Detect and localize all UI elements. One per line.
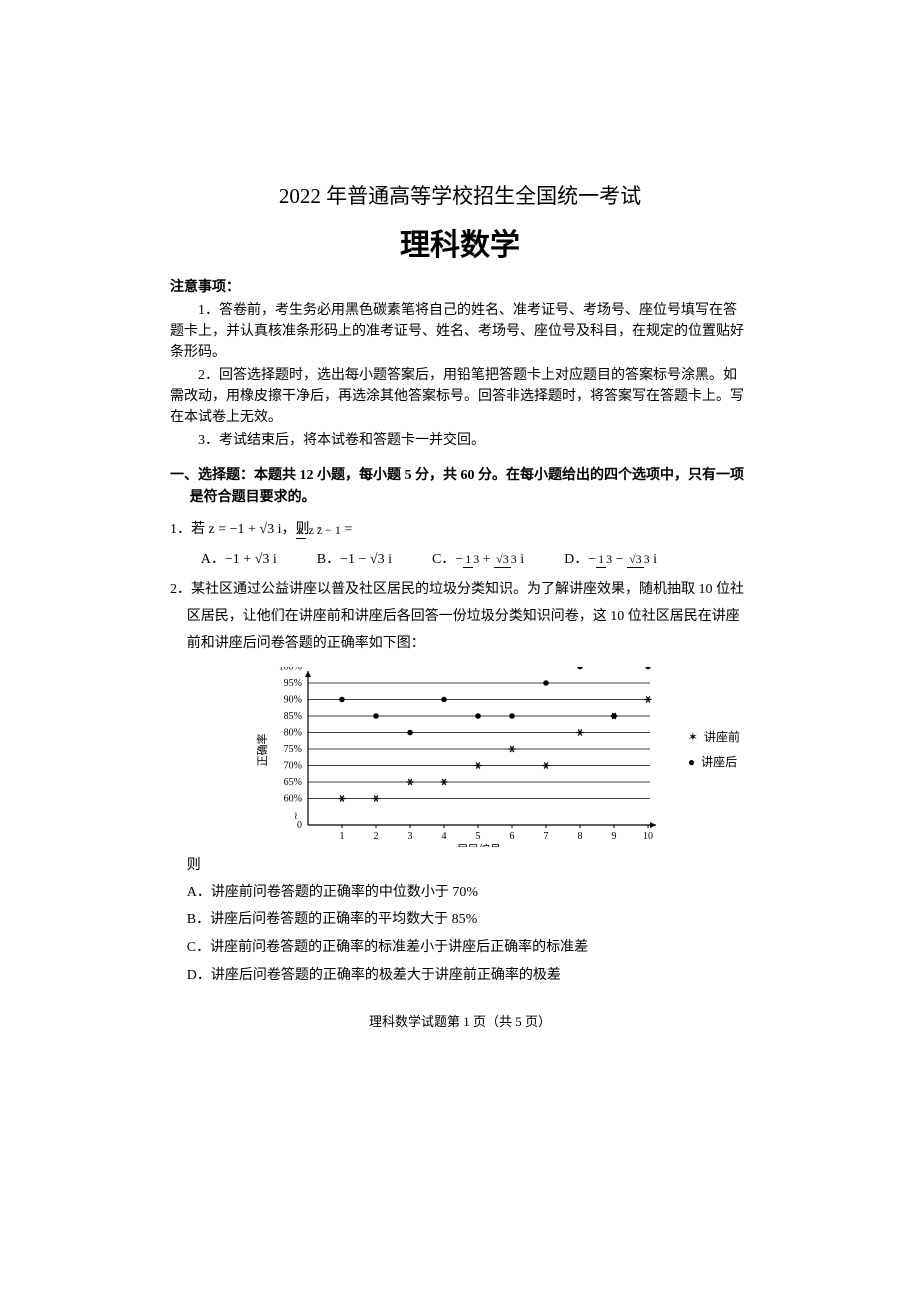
svg-text:居民编号: 居民编号: [457, 842, 501, 847]
q1-optd-frac1: 13: [596, 553, 612, 565]
q1-stem-prefix: 1．若 z = −1 + √3 i，则: [170, 522, 309, 537]
svg-text:5: 5: [476, 831, 481, 842]
svg-text:4: 4: [442, 831, 447, 842]
exam-title-sub: 理科数学: [170, 220, 750, 264]
q1-optc-f1-den: 3: [473, 551, 479, 566]
notice-item-3: 3．考试结束后，将本试卷和答题卡一并交回。: [170, 430, 750, 451]
legend-after-label: 讲座后: [701, 752, 737, 772]
q1-optc-f1-num: 1: [463, 552, 473, 568]
svg-text:80%: 80%: [284, 728, 302, 739]
q1-option-c: C．−13 + √33 i: [432, 548, 524, 572]
svg-text:1: 1: [340, 831, 345, 842]
q1-stem: 1．若 z = −1 + √3 i，则 z z z̄ − 1 =: [170, 518, 750, 542]
svg-text:3: 3: [408, 831, 413, 842]
q1-optc-frac2: √33: [494, 553, 517, 565]
section-1-heading: 一、选择题：本题共 12 小题，每小题 5 分，共 60 分。在每小题给出的四个…: [170, 465, 750, 510]
question-2: 2．某社区通过公益讲座以普及社区居民的垃圾分类知识。为了解讲座效果，随机抽取 1…: [170, 577, 750, 989]
legend-before-label: 讲座前: [704, 727, 740, 747]
svg-text:100%: 100%: [279, 667, 302, 673]
q1-frac-num: z: [296, 523, 305, 539]
svg-text:6: 6: [510, 831, 515, 842]
svg-text:95%: 95%: [284, 678, 302, 689]
q2-option-c: C．讲座前问卷答题的正确率的标准差小于讲座后正确率的标准差: [187, 935, 750, 962]
chart-container: 60% 65% 70% 75% 80% 85% 90% 95% 100% 0≀ 1 2 3 4 5 6 7 8 9 1…: [250, 667, 670, 847]
svg-text:90%: 90%: [284, 695, 302, 706]
q1-stem-suffix: =: [344, 522, 352, 537]
q1-optd-f1-num: 1: [596, 552, 606, 568]
notice-item-2: 2．回答选择题时，选出每小题答案后，用铅笔把答题卡上对应题目的答案标号涂黑。如需…: [170, 365, 750, 428]
page-footer: 理科数学试题第 1 页（共 5 页）: [170, 1011, 750, 1030]
exam-title-main: 2022 年普通高等学校招生全国统一考试: [170, 180, 750, 210]
q1-option-b: B．−1 − √3 i: [317, 548, 392, 572]
exam-page: 2022 年普通高等学校招生全国统一考试 理科数学 注意事项： 1．答卷前，考生…: [0, 0, 920, 1110]
q1-fraction: z z z̄ − 1: [313, 524, 341, 536]
svg-text:8: 8: [578, 831, 583, 842]
q2-option-b: B．讲座后问卷答题的正确率的平均数大于 85%: [187, 907, 750, 934]
svg-text:10: 10: [643, 831, 653, 842]
svg-text:85%: 85%: [284, 711, 302, 722]
svg-text:9: 9: [612, 831, 617, 842]
q1-optc-prefix: C．: [432, 552, 455, 567]
q1-options: A．−1 + √3 i B．−1 − √3 i C．−13 + √33 i D．…: [170, 548, 750, 572]
notice-item-1: 1．答卷前，考生务必用黑色碳素笔将自己的姓名、准考证号、考场号、座位号填写在答题…: [170, 300, 750, 363]
q2-option-d: D．讲座后问卷答题的正确率的极差大于讲座前正确率的极差: [187, 963, 750, 990]
svg-text:正确率: 正确率: [255, 734, 269, 767]
q2-then: 则: [170, 853, 750, 880]
q1-optd-prefix: D．: [564, 552, 588, 567]
q2-stem: 2．某社区通过公益讲座以普及社区居民的垃圾分类知识。为了解讲座效果，随机抽取 1…: [170, 577, 750, 657]
q1-optd-frac2: √33: [627, 553, 650, 565]
question-1: 1．若 z = −1 + √3 i，则 z z z̄ − 1 = A．−1 + …: [170, 518, 750, 572]
svg-text:≀: ≀: [294, 811, 298, 822]
svg-text:0: 0: [297, 820, 302, 831]
q1-option-a: A．−1 + √3 i: [201, 548, 277, 572]
q1-frac-den: z z̄ − 1: [309, 522, 341, 537]
q1-optd-f2-den: 3: [644, 551, 650, 566]
legend-after: ● 讲座后: [688, 752, 740, 772]
svg-text:2: 2: [374, 831, 379, 842]
q1-option-d: D．−13 − √33 i: [564, 548, 657, 572]
svg-text:60%: 60%: [284, 794, 302, 805]
svg-text:75%: 75%: [284, 744, 302, 755]
q1-optd-f2-num: √3: [627, 552, 644, 568]
svg-text:7: 7: [544, 831, 549, 842]
q2-option-a: A．讲座前问卷答题的正确率的中位数小于 70%: [187, 880, 750, 907]
q2-options: A．讲座前问卷答题的正确率的中位数小于 70% B．讲座后问卷答题的正确率的平均…: [170, 880, 750, 989]
chart-svg: 60% 65% 70% 75% 80% 85% 90% 95% 100% 0≀ 1 2 3 4 5 6 7 8 9 1…: [250, 667, 670, 847]
star-icon: ✶: [688, 727, 698, 747]
notice-heading: 注意事项：: [170, 276, 750, 296]
q1-optd-f1-den: 3: [606, 551, 612, 566]
svg-text:70%: 70%: [284, 761, 302, 772]
q1-optc-f2-den: 3: [511, 551, 517, 566]
q1-optc-frac1: 13: [463, 553, 479, 565]
svg-text:65%: 65%: [284, 777, 302, 788]
chart-legend: ✶ 讲座前 ● 讲座后: [688, 727, 740, 776]
circle-icon: ●: [688, 752, 695, 772]
legend-before: ✶ 讲座前: [688, 727, 740, 747]
q1-optc-f2-num: √3: [494, 552, 511, 568]
